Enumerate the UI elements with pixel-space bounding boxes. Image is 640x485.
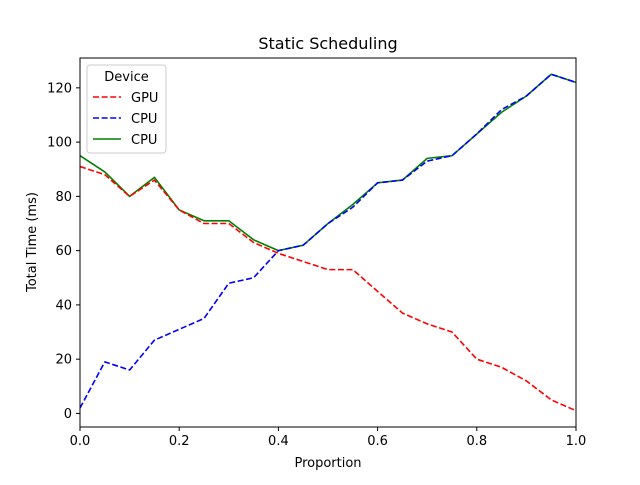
x-tick-label: 0.0 xyxy=(70,434,91,449)
y-tick-label: 80 xyxy=(55,190,72,205)
plot-frame xyxy=(79,57,577,428)
y-tick-label: 60 xyxy=(55,244,72,259)
y-tick-label: 120 xyxy=(47,81,72,96)
x-tick-label: 0.2 xyxy=(169,434,190,449)
legend-entries: GPU CPU CPU xyxy=(93,91,158,148)
series-line-3 xyxy=(80,73,576,252)
legend-box xyxy=(86,64,167,154)
y-axis: 0 20 40 60 80 100 120 xyxy=(47,81,80,422)
x-axis-label: Proportion xyxy=(294,456,361,471)
legend-label: GPU xyxy=(131,91,158,106)
y-tick-label: 100 xyxy=(47,136,72,151)
chart-title: Static Scheduling xyxy=(258,34,397,53)
legend-title: Device xyxy=(104,70,148,85)
y-tick-label: 20 xyxy=(55,353,72,368)
x-tick-label: 1.0 xyxy=(566,434,587,449)
x-tick-label: 0.4 xyxy=(268,434,289,449)
legend-label: CPU xyxy=(131,133,157,148)
x-tick-label: 0.8 xyxy=(466,434,487,449)
series-layer xyxy=(80,73,576,412)
series-line-2 xyxy=(80,73,576,409)
x-tick-label: 0.6 xyxy=(367,434,388,449)
x-axis: 0.0 0.2 0.4 0.6 0.8 1.0 xyxy=(70,427,587,449)
y-tick-label: 0 xyxy=(64,407,72,422)
y-tick-label: 40 xyxy=(55,298,72,313)
legend-label: CPU xyxy=(131,112,157,127)
y-axis-label: Total Time (ms) xyxy=(25,192,40,293)
plot-area xyxy=(79,57,577,428)
series-line-1 xyxy=(80,165,576,412)
legend: Device GPU CPU CPU xyxy=(86,64,167,154)
